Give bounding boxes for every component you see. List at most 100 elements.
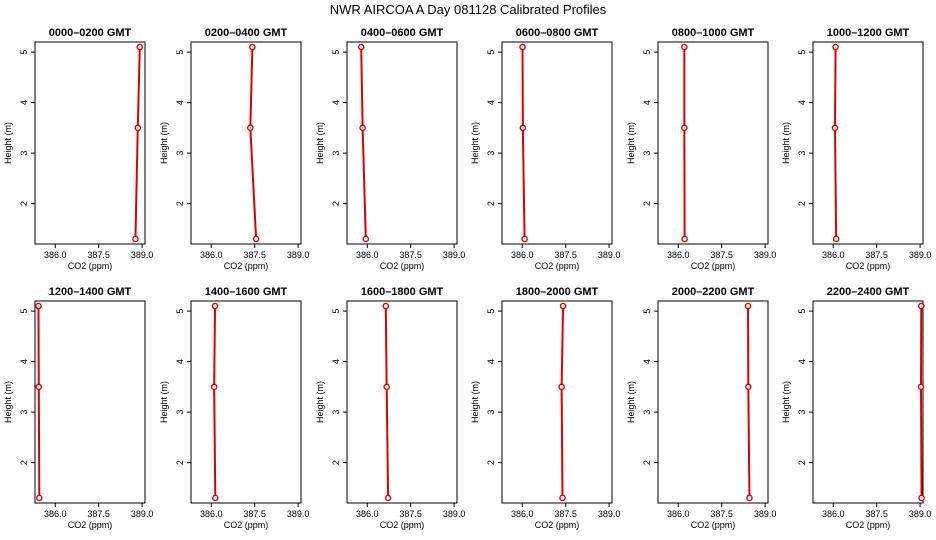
data-point [249, 43, 256, 51]
x-tick-label: 386.0 [511, 250, 534, 260]
y-tick-label: 3 [642, 151, 652, 156]
data-point [211, 302, 219, 310]
panel-title: 1200–1400 GMT [49, 286, 132, 298]
y-tick-label: 2 [175, 201, 185, 206]
x-tick-label: 389.0 [598, 250, 621, 260]
y-tick-label: 2 [797, 201, 807, 206]
data-point [681, 124, 688, 132]
y-tick-label: 3 [486, 151, 496, 156]
x-axis-label: CO2 (ppm) [846, 261, 891, 271]
plot-frame [34, 41, 146, 245]
y-tick-label: 5 [175, 50, 185, 55]
y-axis-label: Height (m) [470, 122, 480, 164]
panel-title: 0000–0200 GMT [49, 27, 132, 39]
data-point [681, 43, 688, 51]
panel-12: 2200–2400 GMT 386.0 387.5 389.0 CO2 (ppm) 2 3 4… [781, 286, 931, 530]
data-point [210, 383, 218, 391]
series-segment [249, 127, 258, 240]
series-segment [747, 386, 751, 498]
panel-8: 1400–1600 GMT 386.0 387.5 389.0 CO2 (ppm) 2 3 4… [159, 286, 309, 530]
x-tick-label: 389.0 [909, 509, 932, 519]
data-point [136, 43, 144, 51]
x-tick-label: 387.5 [243, 250, 266, 260]
x-axis-label: CO2 (ppm) [691, 261, 736, 271]
series-segment [361, 127, 367, 239]
plot-frame [346, 300, 458, 504]
y-tick-label: 5 [175, 309, 185, 314]
data-point [36, 494, 43, 502]
x-tick-label: 389.0 [598, 509, 621, 519]
panel-2: 0200–0400 GMT 386.0 387.5 389.0 CO2 (ppm) 2 3 4… [159, 27, 309, 271]
x-tick-label: 389.0 [754, 250, 777, 260]
y-axis-label: Height (m) [626, 122, 636, 164]
y-tick-label: 4 [19, 100, 29, 105]
panel-title: 1600–1800 GMT [361, 286, 444, 298]
plot-frame [190, 300, 302, 504]
y-tick-label: 4 [642, 359, 652, 364]
x-tick-label: 386.0 [356, 250, 379, 260]
series-segment [834, 127, 838, 239]
data-point [252, 235, 260, 243]
x-axis-label: CO2 (ppm) [224, 520, 269, 530]
y-tick-label: 3 [797, 410, 807, 415]
x-axis-label: CO2 (ppm) [691, 520, 736, 530]
y-axis-label: Height (m) [315, 122, 325, 164]
y-tick-label: 4 [19, 359, 29, 364]
x-axis-label: CO2 (ppm) [68, 520, 113, 530]
y-tick-label: 4 [797, 359, 807, 364]
y-tick-label: 3 [175, 151, 185, 156]
y-tick-label: 5 [331, 309, 341, 314]
panel-title: 2000–2200 GMT [672, 286, 755, 298]
y-tick-label: 4 [797, 100, 807, 105]
data-point [384, 494, 392, 502]
y-axis-label: Height (m) [470, 381, 480, 423]
data-point [832, 43, 839, 51]
y-tick-label: 5 [19, 309, 29, 314]
data-point [134, 124, 142, 132]
data-point [382, 302, 390, 310]
y-axis-label: Height (m) [3, 122, 13, 164]
y-tick-label: 4 [175, 359, 185, 364]
data-point [383, 383, 390, 391]
x-axis-label: CO2 (ppm) [380, 261, 425, 271]
plot-frame [190, 41, 302, 245]
plot-frame [812, 300, 924, 504]
y-tick-label: 4 [331, 359, 341, 364]
y-tick-label: 3 [19, 151, 29, 156]
plot-frame [657, 41, 769, 245]
series-segment [560, 386, 564, 498]
x-tick-label: 386.0 [822, 250, 845, 260]
data-point [917, 302, 925, 310]
data-point [132, 235, 139, 243]
y-tick-label: 2 [331, 460, 341, 465]
y-tick-label: 5 [19, 50, 29, 55]
data-point [521, 235, 528, 243]
y-tick-label: 5 [797, 50, 807, 55]
x-tick-label: 387.5 [399, 250, 422, 260]
panel-1: 0000–0200 GMT 386.0 387.5 389.0 CO2 (ppm) 2 3 4… [3, 27, 153, 271]
series-segment [136, 47, 141, 128]
y-tick-label: 5 [486, 309, 496, 314]
data-point [357, 43, 365, 51]
panel-title: 0600–0800 GMT [516, 27, 599, 39]
panel-title: 0800–1000 GMT [672, 27, 755, 39]
y-tick-label: 3 [19, 410, 29, 415]
x-tick-label: 387.5 [87, 250, 110, 260]
y-tick-label: 2 [19, 201, 29, 206]
data-point [681, 235, 688, 243]
series-segment [213, 306, 217, 387]
x-tick-label: 386.0 [44, 509, 67, 519]
series-segment [834, 47, 837, 128]
x-tick-label: 386.0 [200, 509, 223, 519]
y-tick-label: 3 [331, 151, 341, 156]
panel-6: 1000–1200 GMT 386.0 387.5 389.0 CO2 (ppm) 2 3 4… [781, 27, 931, 271]
plot-frame [501, 300, 613, 504]
panel-title: 2200–2400 GMT [827, 286, 910, 298]
panel-title: 0400–0600 GMT [361, 27, 444, 39]
x-axis-label: CO2 (ppm) [846, 520, 891, 530]
y-axis-label: Height (m) [159, 122, 169, 164]
y-tick-label: 4 [175, 100, 185, 105]
x-tick-label: 386.0 [44, 250, 67, 260]
x-axis-label: CO2 (ppm) [535, 520, 580, 530]
x-tick-label: 387.5 [87, 509, 110, 519]
